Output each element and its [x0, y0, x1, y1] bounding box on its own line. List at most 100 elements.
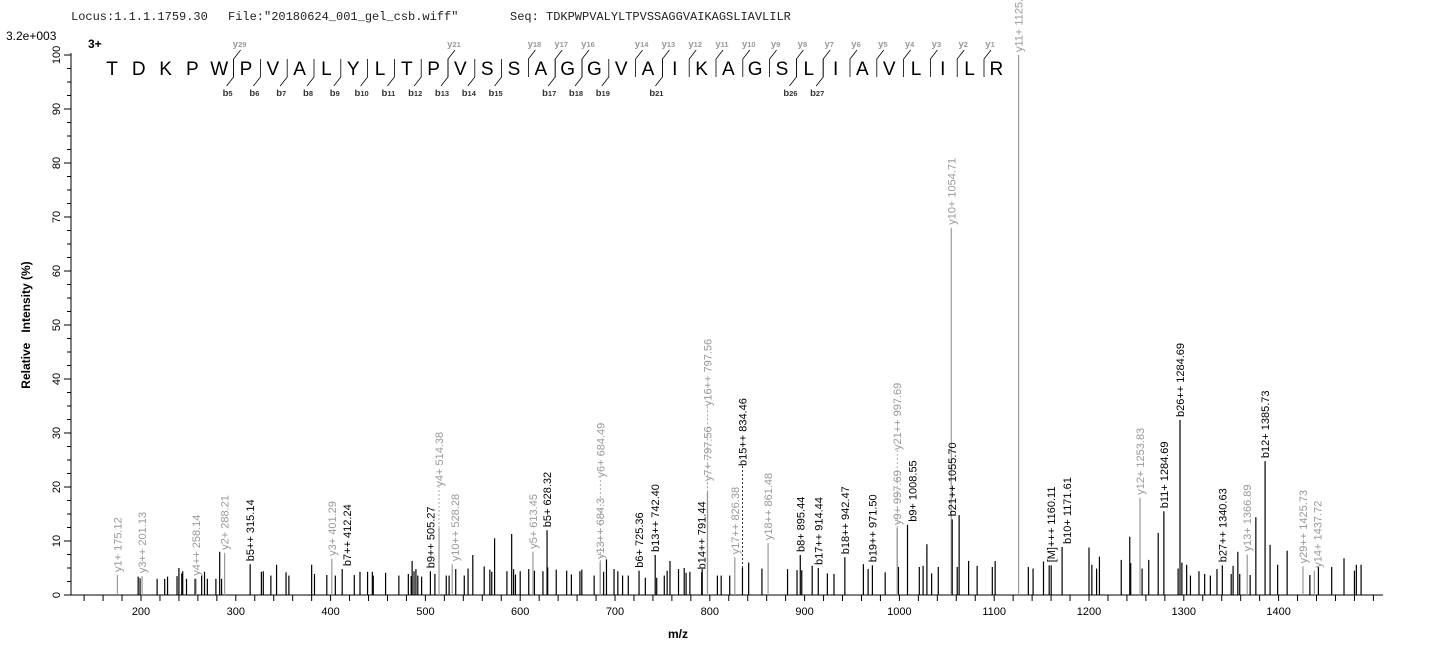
y-ion-marker: [822, 49, 831, 77]
file-text: File:"20180624_001_gel_csb.wiff": [228, 10, 458, 24]
peak-label: b10+ 1171.61: [1062, 477, 1074, 544]
b-ion-label: b6: [249, 88, 259, 99]
residue: A: [293, 59, 306, 80]
charge-label: 3+: [88, 37, 102, 51]
residue: I: [940, 59, 945, 80]
y-ion-label: y17: [554, 39, 568, 50]
y-ion-label: y13: [662, 39, 676, 50]
residue: D: [132, 59, 146, 80]
b-ion-marker: [467, 59, 476, 87]
x-tick-label: 500: [416, 606, 434, 618]
y-tick-label: 50: [51, 319, 63, 331]
residue: G: [560, 59, 575, 80]
peak-label: y5+ 613.45: [528, 494, 540, 549]
y-ion-label: y18: [528, 39, 542, 50]
x-tick-label: 700: [606, 606, 624, 618]
peaks: y1+ 175.12 y3++ 201.13 y4++ 258.14 y2+ 288.…: [112, 0, 1362, 595]
residue: T: [401, 59, 413, 80]
residue: G: [748, 59, 763, 80]
peak-label: y29++ 1425.73: [1298, 490, 1310, 563]
y-tick-label: 60: [51, 265, 63, 277]
y-ion-label: y14: [635, 39, 649, 50]
peak-label: y4+ 514.38: [434, 432, 446, 487]
b-ion-marker: [253, 59, 261, 87]
b-ion-label: b13: [435, 88, 449, 99]
b-ion-label: b12: [408, 88, 422, 99]
y-tick-label: 80: [51, 157, 63, 169]
x-tick-label: 400: [321, 606, 339, 618]
locus-text: Locus:1.1.1.1759.30: [71, 10, 208, 24]
residue: Y: [347, 59, 360, 80]
b-ion-label: b11: [382, 88, 396, 99]
residue: A: [642, 59, 655, 80]
peak-label: b12+ 1385.73: [1260, 390, 1272, 458]
peak-label: b27++ 1340.63: [1217, 488, 1229, 562]
peak-label: y7+ 797.56: [702, 426, 714, 481]
peak-label: y9+ 997.69: [892, 470, 904, 525]
y-ion-marker: [983, 49, 992, 77]
x-tick-label: 600: [511, 606, 529, 618]
y-tick-label: 40: [51, 373, 63, 385]
peak-label: y14+ 1437.72: [1312, 501, 1324, 568]
residue: V: [454, 59, 467, 80]
b-ion-label: b14: [462, 88, 477, 99]
residue: S: [481, 59, 494, 80]
b-ion-marker: [413, 59, 422, 87]
x-tick-label: 1000: [887, 606, 911, 618]
b-ion-marker: [279, 59, 288, 87]
residue: V: [883, 59, 896, 80]
b-ion-marker: [574, 59, 583, 87]
residue: L: [911, 59, 922, 80]
residue: I: [672, 59, 677, 80]
peak-label: b5++ 315.14: [245, 499, 257, 561]
b-ion-label: b5: [223, 88, 233, 99]
b-ion-label: b15: [489, 88, 503, 99]
b-ion-marker: [360, 59, 368, 87]
residue: L: [321, 59, 332, 80]
y-tick-label: 10: [51, 535, 63, 547]
residue: L: [804, 59, 815, 80]
x-tick-label: 300: [227, 606, 245, 618]
residue: P: [240, 59, 253, 80]
y-ion-label: y10: [742, 39, 756, 50]
residue: V: [266, 59, 279, 80]
peak-label: b8+ 895.44: [795, 497, 807, 552]
residue: P: [427, 59, 440, 80]
x-tick-label: 900: [795, 606, 813, 618]
max-intensity-label: 3.2e+003: [6, 29, 57, 43]
y-ion-marker: [662, 49, 670, 77]
peak-label: b19++ 971.50: [867, 494, 879, 562]
b-ion-label: b7: [276, 88, 286, 99]
b-ion-label: b17: [542, 88, 556, 99]
peak-label: y4++ 258.14: [191, 515, 203, 576]
peak-label: y18++ 861.48: [763, 473, 775, 540]
x-tick-label: 1400: [1266, 606, 1290, 618]
peak-label: b6+ 725.36: [634, 512, 646, 567]
y-ion-marker: [742, 49, 751, 77]
peak-label: y2+ 288.21: [220, 495, 232, 550]
residue: V: [615, 59, 628, 80]
peak-label: y11+ 1125.73: [1014, 0, 1026, 52]
b-ion-marker: [601, 59, 610, 87]
peak-label: y3+ 401.29: [327, 501, 339, 556]
peak-label: y12+ 1253.83: [1135, 428, 1147, 495]
peak-label: b21++ 1055.70: [947, 442, 959, 516]
y-ion-marker: [956, 49, 965, 77]
b-ion-marker: [226, 59, 234, 87]
b-ion-marker: [547, 59, 556, 87]
sequence-text: Seq: TDKPWPVALYLTPVSSAGGVAIKAGSLIAVLILR: [510, 10, 791, 24]
y-ion-marker: [715, 49, 724, 77]
residue: S: [508, 59, 521, 80]
residue: R: [990, 59, 1004, 80]
y-ion-marker: [528, 49, 536, 77]
y-ion-label: y29: [233, 39, 247, 50]
y-ion-marker: [903, 49, 911, 77]
y-tick-label: 90: [51, 103, 63, 115]
peak-label: y17++ 826.38: [730, 487, 742, 554]
peak-label: b18++ 942.47: [840, 486, 852, 554]
b-ion-marker: [440, 59, 449, 87]
residue: I: [833, 59, 838, 80]
y-ion-label: y3: [932, 39, 941, 50]
b-ion-label: b9: [330, 88, 340, 99]
peak-label: y13++ 684.3: [595, 498, 607, 559]
